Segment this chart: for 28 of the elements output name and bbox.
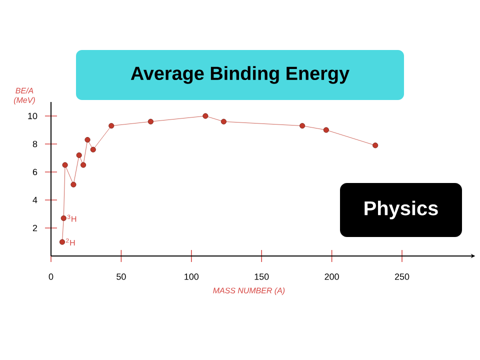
point xyxy=(70,182,76,188)
x-tick-label: 150 xyxy=(254,274,269,280)
point xyxy=(372,142,378,148)
y-tick-label: 2 xyxy=(32,224,38,232)
point xyxy=(62,162,68,168)
y-tick-label: 6 xyxy=(32,168,38,176)
chart-title: Average Binding Energy xyxy=(130,66,350,84)
x-tick-label: 250 xyxy=(394,274,410,280)
point xyxy=(80,162,86,168)
y-tick-label: 10 xyxy=(28,112,38,120)
point xyxy=(76,152,82,158)
x-tick-label: 200 xyxy=(324,274,339,280)
x-tick-label: 100 xyxy=(184,274,199,280)
point xyxy=(220,118,226,124)
y-tick-label: 4 xyxy=(32,196,38,204)
annotation: Physics xyxy=(364,200,438,220)
y-tick-label: 8 xyxy=(32,140,38,148)
point xyxy=(148,118,154,124)
x-tick-label: 0 xyxy=(48,274,54,280)
point xyxy=(202,113,208,119)
point xyxy=(59,239,66,245)
point xyxy=(84,137,90,143)
x-tick-label: 50 xyxy=(116,274,126,280)
point xyxy=(90,146,96,152)
point xyxy=(60,215,66,221)
point xyxy=(300,123,306,129)
point xyxy=(323,127,329,133)
point xyxy=(108,123,114,129)
